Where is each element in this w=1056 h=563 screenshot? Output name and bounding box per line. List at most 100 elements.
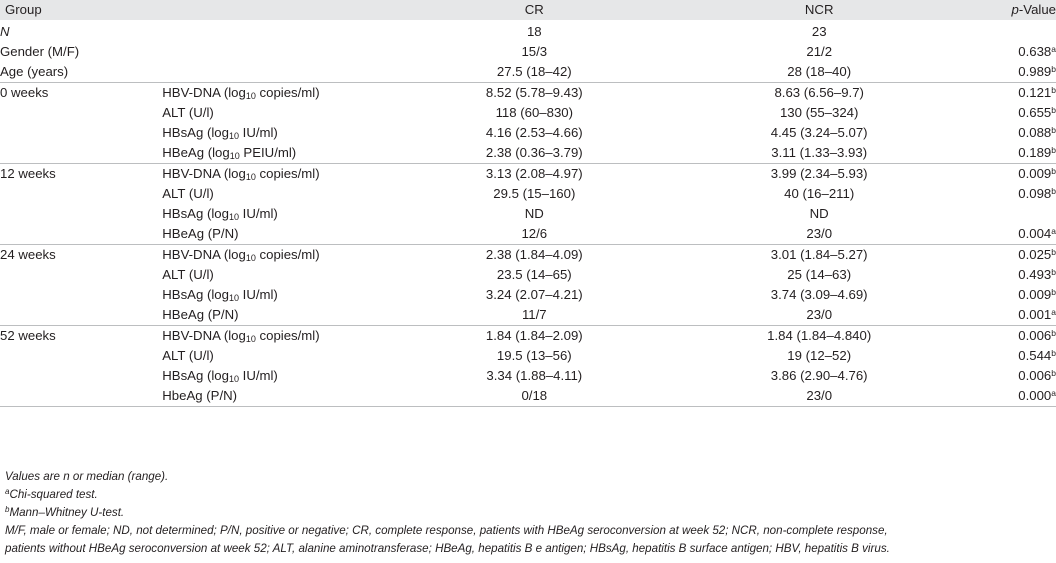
unit-prefix: (log bbox=[206, 206, 229, 221]
timepoint-label: 52 weeks bbox=[0, 325, 163, 346]
row-label: Gender (M/F) bbox=[0, 44, 80, 59]
p-value-footnote-mark: b bbox=[1051, 368, 1056, 378]
table-row: HBsAg (log10 IU/ml) 3.24 (2.07–4.21) 3.74 … bbox=[0, 285, 1056, 305]
footnote-a-text: Chi-squared test. bbox=[9, 488, 98, 501]
parameter-cell: HBV-DNA (log10 copies/ml) bbox=[162, 82, 394, 103]
p-value: 0.001 bbox=[1018, 307, 1052, 322]
p-value-cell: 0.098b bbox=[963, 184, 1056, 204]
table-row: HBeAg (P/N) 12/6 23/0 0.004a bbox=[0, 224, 1056, 245]
unit-suffix: IU/ml) bbox=[239, 125, 278, 140]
table-row: Gender (M/F) 15/3 21/2 0.638a bbox=[0, 42, 1056, 62]
p-value-cell: 0.009b bbox=[963, 163, 1056, 184]
unit-subscript: 10 bbox=[245, 172, 256, 182]
p-value-cell: 0.638a bbox=[963, 42, 1056, 62]
footnote-values: Values are n or median (range). bbox=[5, 470, 169, 483]
table-row: HBeAg (P/N) 11/7 23/0 0.001a bbox=[0, 305, 1056, 326]
p-value-cell: 0.544b bbox=[963, 346, 1056, 366]
p-value: 0.189 bbox=[1018, 145, 1052, 160]
footnote-b-mark: b bbox=[5, 505, 10, 514]
timepoint-label bbox=[0, 265, 162, 285]
parameter-name: HBsAg bbox=[162, 287, 204, 302]
table-row: 24 weeks HBV-DNA (log10 copies/ml) 2.38 (1… bbox=[0, 244, 1056, 265]
timepoint-label bbox=[0, 386, 163, 407]
table-row: ALT (U/l) 29.5 (15–160) 40 (16–211) 0.098b bbox=[0, 184, 1056, 204]
table-row: HBsAg (log10 IU/ml) ND ND bbox=[0, 204, 1056, 224]
timepoint-label bbox=[0, 123, 162, 143]
parameter-cell: HBV-DNA (log10 copies/ml) bbox=[162, 325, 394, 346]
ncr-value: 28 (18–40) bbox=[787, 64, 852, 79]
p-value-cell: 0.189b bbox=[963, 143, 1056, 164]
parameter-cell: HBsAg (log10 IU/ml) bbox=[162, 285, 393, 305]
p-value-footnote-mark: a bbox=[1051, 44, 1056, 54]
p-value-footnote-mark: a bbox=[1051, 226, 1056, 236]
p-value-cell: 0.088b bbox=[963, 123, 1056, 143]
footnote-abbreviations-1: M/F, male or female; ND, not determined;… bbox=[5, 524, 888, 537]
timepoint-label bbox=[0, 143, 162, 164]
unit-subscript: 10 bbox=[228, 374, 239, 384]
parameter-name: ALT (U/l) bbox=[162, 267, 214, 282]
unit-prefix: (log bbox=[206, 368, 229, 383]
parameter-name: ALT (U/l) bbox=[162, 186, 214, 201]
parameter-cell bbox=[162, 62, 393, 83]
header-group: Group bbox=[5, 2, 42, 17]
parameter-cell: ALT (U/l) bbox=[162, 184, 393, 204]
parameter-name: HBeAg (P/N) bbox=[162, 307, 239, 322]
header-p-italic: p bbox=[1011, 2, 1019, 17]
unit-subscript: 10 bbox=[245, 91, 256, 101]
cr-value: 12/6 bbox=[521, 226, 548, 241]
parameter-name: HBsAg bbox=[162, 125, 204, 140]
p-value: 0.098 bbox=[1018, 186, 1052, 201]
p-value-cell bbox=[963, 20, 1056, 42]
ncr-value: 130 (55–324) bbox=[779, 105, 859, 120]
table-row: 12 weeks HBV-DNA (log10 copies/ml) 3.13 (2… bbox=[0, 163, 1056, 184]
parameter-cell: HBV-DNA (log10 copies/ml) bbox=[162, 244, 394, 265]
unit-suffix: copies/ml) bbox=[255, 247, 320, 262]
timepoint-label bbox=[0, 366, 162, 386]
cr-value: 2.38 (0.36–3.79) bbox=[485, 145, 583, 160]
unit-suffix: IU/ml) bbox=[239, 287, 278, 302]
parameter-name: HBeAg bbox=[162, 145, 205, 160]
p-value-footnote-mark: b bbox=[1051, 64, 1056, 74]
p-value-cell: 0.000a bbox=[963, 386, 1056, 407]
table-footnotes: Values are n or median (range). aChi-squ… bbox=[5, 468, 1051, 558]
p-value-footnote-mark: a bbox=[1051, 307, 1056, 317]
p-value: 0.989 bbox=[1018, 64, 1052, 79]
p-value: 0.638 bbox=[1018, 44, 1052, 59]
unit-subscript: 10 bbox=[228, 212, 239, 222]
cr-value: 2.38 (1.84–4.09) bbox=[393, 244, 675, 265]
unit-prefix: (log bbox=[207, 145, 230, 160]
parameter-cell: HBsAg (log10 IU/ml) bbox=[162, 366, 393, 386]
ncr-value: 1.84 (1.84–4.840) bbox=[675, 325, 964, 346]
parameter-cell: HBsAg (log10 IU/ml) bbox=[162, 123, 393, 143]
p-value-footnote-mark: b bbox=[1051, 267, 1056, 277]
header-p-value: p-Value bbox=[963, 0, 1056, 20]
table-row: ALT (U/l) 118 (60–830) 130 (55–324) 0.655b bbox=[0, 103, 1056, 123]
ncr-value: 23 bbox=[811, 24, 827, 39]
p-value-cell: 0.004a bbox=[963, 224, 1056, 245]
p-value-cell: 0.001a bbox=[963, 305, 1056, 326]
table-row: HBsAg (log10 IU/ml) 3.34 (1.88–4.11) 3.86 … bbox=[0, 366, 1056, 386]
parameter-name: HBV-DNA bbox=[162, 166, 221, 181]
table-row: 52 weeks HBV-DNA (log10 copies/ml) 1.84 (1… bbox=[0, 325, 1056, 346]
p-value: 0.006 bbox=[1018, 328, 1052, 343]
ncr-value: 21/2 bbox=[806, 44, 833, 59]
table-body: N 18 23 Gender (M/F) 15/3 21/2 0.638a Age (year… bbox=[0, 20, 1056, 407]
unit-subscript: 10 bbox=[229, 151, 240, 161]
timepoint-label bbox=[0, 103, 162, 123]
cr-value: 27.5 (18–42) bbox=[496, 64, 572, 79]
p-value: 0.009 bbox=[1018, 166, 1052, 181]
unit-prefix: (log bbox=[206, 287, 229, 302]
p-value: 0.121 bbox=[1018, 85, 1052, 100]
row-label: N bbox=[0, 24, 10, 39]
p-value-cell: 0.989b bbox=[963, 62, 1056, 83]
header-p-suffix: -Value bbox=[1018, 2, 1056, 17]
cr-value: 8.52 (5.78–9.43) bbox=[393, 82, 675, 103]
ncr-value: 3.11 (1.33–3.93) bbox=[771, 145, 868, 160]
p-value: 0.088 bbox=[1018, 125, 1052, 140]
p-value-cell: 0.025b bbox=[963, 244, 1056, 265]
cr-value: 3.24 (2.07–4.21) bbox=[485, 287, 583, 302]
timepoint-label bbox=[0, 204, 162, 224]
unit-subscript: 10 bbox=[245, 253, 256, 263]
parameter-cell: ALT (U/l) bbox=[162, 265, 393, 285]
